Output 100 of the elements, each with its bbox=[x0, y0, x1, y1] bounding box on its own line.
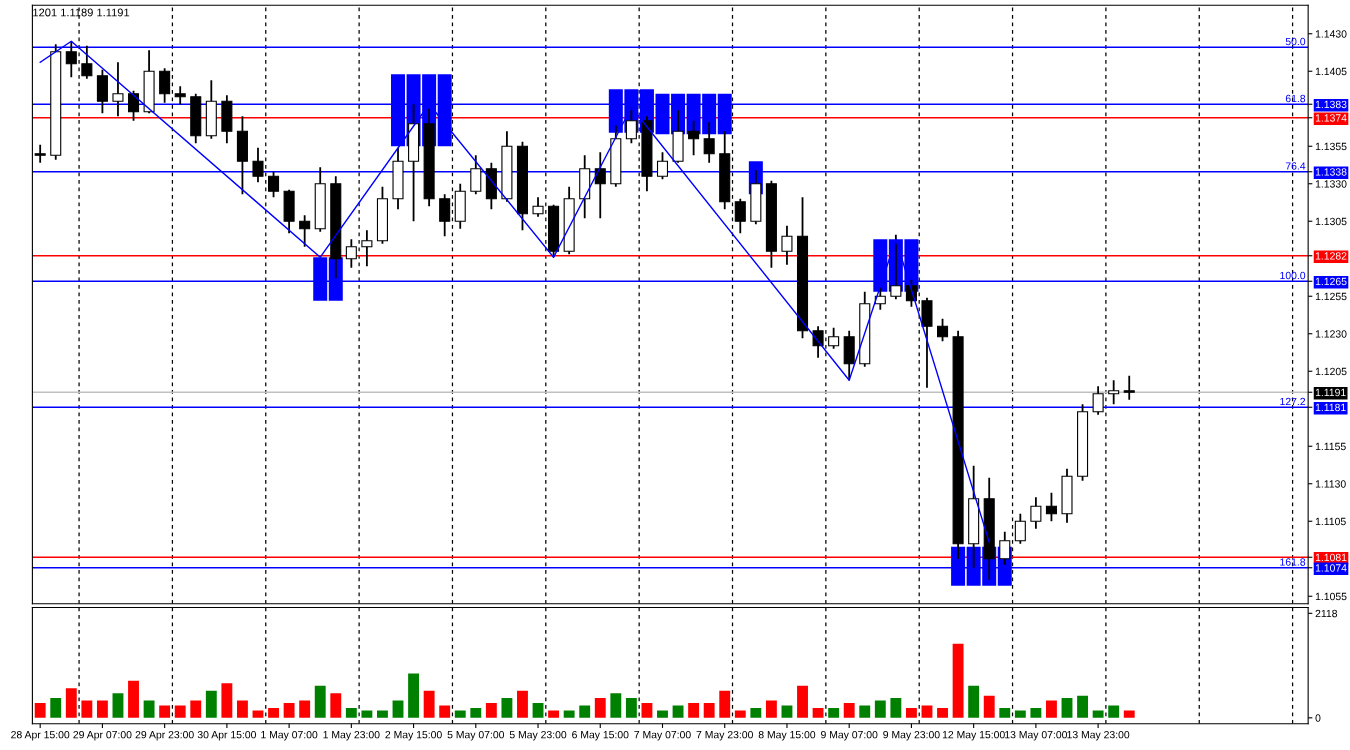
bar bbox=[765, 700, 777, 718]
bar bbox=[874, 700, 886, 718]
y-tick-label: 1.1338 bbox=[1315, 168, 1347, 176]
y-tick-label: 2118 bbox=[1315, 609, 1338, 618]
y-tick-label: 1.1430 bbox=[1315, 30, 1347, 38]
y-tick-label: 1.1230 bbox=[1315, 330, 1347, 338]
x-tick-label: 13 May 07:00 bbox=[1005, 730, 1068, 741]
bar bbox=[641, 703, 653, 718]
bar bbox=[781, 705, 793, 718]
annotation: 50.0 bbox=[1285, 37, 1306, 46]
candlestick bbox=[159, 67, 171, 104]
bar bbox=[983, 695, 995, 718]
candlestick bbox=[470, 154, 482, 196]
bar bbox=[34, 703, 46, 718]
bar bbox=[252, 710, 264, 718]
bar bbox=[859, 705, 871, 718]
bar bbox=[703, 703, 715, 718]
bar bbox=[750, 707, 762, 718]
bar bbox=[221, 683, 233, 718]
bar bbox=[890, 698, 902, 718]
candlestick bbox=[439, 193, 451, 238]
candlestick bbox=[127, 89, 140, 122]
bar bbox=[1123, 710, 1135, 718]
annotation: 61.8 bbox=[1285, 94, 1306, 103]
bar bbox=[345, 707, 357, 718]
candlestick bbox=[1030, 496, 1042, 530]
candlestick bbox=[937, 317, 949, 343]
y-tick-label: 1.1383 bbox=[1315, 100, 1347, 109]
bar bbox=[485, 703, 497, 718]
x-tick-label: 13 May 23:00 bbox=[1067, 730, 1130, 741]
candlestick bbox=[656, 151, 669, 181]
bar bbox=[96, 700, 108, 718]
bar bbox=[999, 707, 1011, 718]
bar bbox=[283, 703, 295, 718]
x-tick-label: 2 May 15:00 bbox=[385, 730, 442, 741]
bar bbox=[361, 710, 373, 718]
y-tick-label: 1.1074 bbox=[1315, 564, 1347, 572]
candlestick bbox=[34, 143, 46, 164]
x-tick-label: 29 Apr 23:00 bbox=[135, 730, 194, 741]
bar bbox=[610, 693, 622, 718]
y-tick-label: 1.1282 bbox=[1315, 252, 1347, 260]
candlestick bbox=[781, 224, 793, 266]
bar bbox=[423, 690, 435, 718]
x-tick-label: 28 Apr 15:00 bbox=[11, 730, 70, 741]
candlestick bbox=[112, 61, 124, 118]
annotation: 161.8 bbox=[1280, 558, 1306, 566]
x-tick-label: 6 May 15:00 bbox=[572, 730, 629, 741]
x-tick-label: 7 May 07:00 bbox=[634, 730, 691, 741]
chart-title: 1201 1.1189 1.1191 bbox=[33, 8, 130, 17]
bar bbox=[454, 710, 466, 718]
bar bbox=[439, 705, 451, 718]
bar bbox=[65, 688, 77, 718]
candlestick bbox=[1123, 374, 1135, 401]
y-tick-label: 1.1081 bbox=[1315, 553, 1347, 562]
y-tick-label: 1.1105 bbox=[1315, 517, 1346, 526]
candlestick bbox=[734, 197, 746, 235]
y-tick-label: 1.1374 bbox=[1315, 114, 1347, 122]
y-tick-label: 1.1191 bbox=[1315, 388, 1346, 397]
x-tick-label: 7 May 23:00 bbox=[696, 730, 753, 741]
bar bbox=[470, 707, 482, 718]
bar bbox=[1108, 705, 1120, 718]
bar bbox=[688, 703, 700, 718]
bar bbox=[812, 707, 824, 718]
bar bbox=[299, 700, 311, 718]
bar bbox=[968, 685, 980, 718]
x-tick-label: 9 May 23:00 bbox=[883, 730, 940, 741]
bar bbox=[657, 710, 668, 718]
bar bbox=[579, 705, 591, 718]
bar bbox=[594, 698, 606, 718]
bar bbox=[797, 685, 808, 718]
x-tick-label: 8 May 15:00 bbox=[758, 730, 816, 741]
bar bbox=[143, 700, 155, 718]
x-tick-label: 1 May 07:00 bbox=[261, 730, 318, 741]
bar bbox=[532, 703, 544, 718]
y-tick-label: 1.1330 bbox=[1315, 180, 1347, 188]
y-tick-label: 1.1405 bbox=[1315, 67, 1347, 76]
x-tick-label: 30 Apr 15:00 bbox=[197, 730, 257, 741]
annotation: 76.4 bbox=[1285, 162, 1306, 170]
bar bbox=[563, 710, 575, 718]
candlestick bbox=[299, 214, 311, 248]
bar bbox=[159, 705, 171, 718]
annotation: 100.0 bbox=[1280, 271, 1306, 280]
y-tick-label: 1.1265 bbox=[1315, 277, 1347, 286]
bar bbox=[81, 700, 93, 718]
bar bbox=[1046, 700, 1057, 718]
bar bbox=[174, 705, 186, 718]
candlestick bbox=[594, 151, 606, 220]
bar bbox=[952, 643, 964, 718]
bar bbox=[828, 707, 840, 718]
bar bbox=[408, 673, 420, 718]
bar bbox=[517, 690, 528, 718]
bar bbox=[501, 698, 513, 718]
y-tick-label: 1.1205 bbox=[1315, 367, 1347, 376]
bar bbox=[905, 707, 917, 718]
bar bbox=[128, 680, 139, 718]
bar bbox=[392, 700, 404, 718]
x-tick-label: 9 May 07:00 bbox=[821, 730, 878, 741]
bar bbox=[314, 685, 326, 718]
bar bbox=[190, 700, 202, 718]
bar bbox=[1030, 707, 1042, 718]
